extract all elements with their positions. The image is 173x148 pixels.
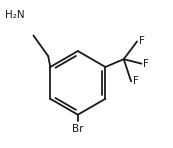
Text: Br: Br [72,124,84,134]
Text: F: F [133,76,138,86]
Text: H₂N: H₂N [5,10,25,20]
Text: F: F [139,36,144,46]
Text: F: F [143,59,149,69]
